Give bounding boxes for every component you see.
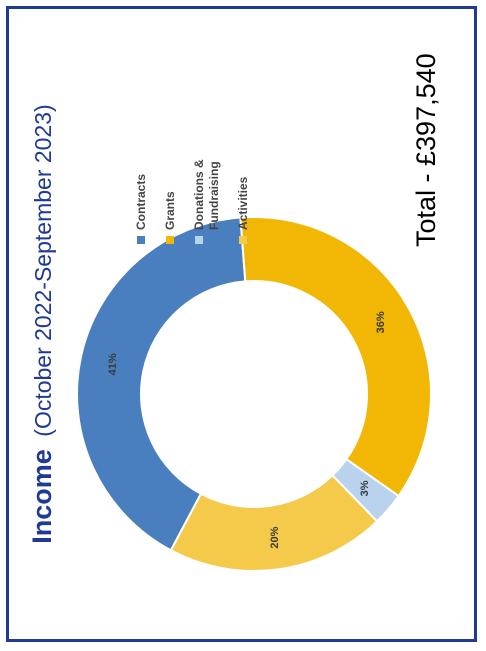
donut-slice-activities	[169, 473, 379, 572]
chart-legend: Contracts Grants Donations & Fundraising Ac…	[134, 14, 265, 244]
slice-label: 36%	[375, 311, 387, 333]
slice-label: 3%	[359, 480, 371, 496]
legend-swatch	[239, 236, 247, 244]
legend-item: Contracts	[134, 14, 149, 244]
legend-item: Activities	[236, 14, 251, 244]
legend-label: Donations & Fundraising	[192, 159, 221, 230]
slice-label: 41%	[107, 353, 119, 375]
donut-slices	[76, 216, 432, 572]
legend-swatch	[166, 236, 174, 244]
legend-item: Grants	[163, 14, 178, 244]
donut-slice-labels: 41% 36% 3% 20%	[107, 311, 387, 548]
legend-label: Contracts	[134, 173, 148, 230]
chart-frame: Income (October 2022-September 2023) 41%…	[6, 6, 477, 642]
chart-stage: Income (October 2022-September 2023) 41%…	[9, 9, 474, 639]
legend-label: Grants	[163, 191, 177, 230]
donut-slice-contracts	[76, 216, 247, 552]
legend-swatch	[195, 236, 203, 244]
donut-slice-grants	[239, 216, 432, 498]
income-total: Total - £397,540	[411, 53, 441, 247]
legend-item: Donations & Fundraising	[192, 14, 222, 244]
donut-chart: 41% 36% 3% 20%	[76, 216, 432, 572]
slice-label: 20%	[269, 526, 281, 548]
legend-swatch	[137, 236, 145, 244]
legend-label: Activities	[236, 176, 250, 230]
